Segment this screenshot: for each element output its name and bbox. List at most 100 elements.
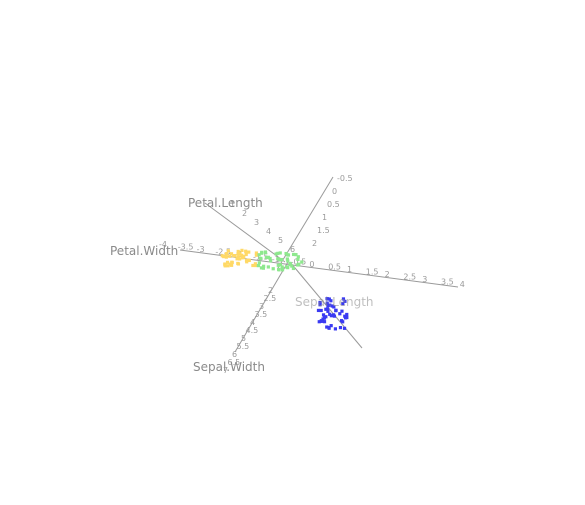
tick-label: 0.5 — [328, 263, 341, 272]
tick-label: -0.5 — [337, 174, 353, 183]
data-point — [343, 314, 347, 318]
data-point — [326, 307, 330, 311]
data-point — [240, 253, 244, 257]
data-point — [326, 309, 330, 313]
tick-label: 3.5 — [441, 278, 454, 287]
tick-label: 2.5 — [403, 273, 416, 282]
data-point — [343, 299, 347, 303]
data-point — [296, 263, 300, 267]
data-point — [325, 301, 329, 305]
tick-label: 4.5 — [246, 326, 259, 335]
data-point — [278, 251, 282, 255]
tick-label: 1 — [347, 265, 352, 274]
tick-label: 0 — [309, 260, 314, 269]
tick-label: 4 — [266, 227, 271, 236]
axis-title-petal-length: Petal.Length — [188, 196, 263, 210]
data-point — [326, 303, 330, 308]
data-point — [271, 267, 275, 271]
data-point — [274, 252, 278, 256]
tick-label: 2 — [385, 270, 390, 279]
data-point — [220, 254, 224, 258]
data-point — [257, 261, 261, 265]
data-point — [329, 314, 333, 318]
tick-label: 1.5 — [366, 268, 379, 277]
data-point — [260, 251, 264, 255]
data-point — [228, 254, 232, 258]
tick-label: 6.5 — [228, 358, 241, 367]
data-point — [251, 263, 255, 268]
data-point — [226, 249, 230, 253]
tick-label: 2 — [242, 209, 247, 218]
data-point — [276, 263, 280, 267]
data-point — [322, 320, 327, 324]
data-point — [258, 257, 262, 261]
tick-label: 3 — [259, 302, 264, 311]
data-point — [332, 305, 336, 309]
tick-label: 1 — [230, 200, 235, 209]
data-point — [338, 325, 343, 330]
tick-label: -3.5 — [178, 243, 194, 252]
data-point — [288, 261, 292, 266]
data-point — [345, 312, 349, 317]
data-point — [296, 257, 300, 262]
axis-line-sepal-width — [234, 261, 289, 353]
tick-label: 2 — [312, 239, 317, 248]
tick-label: 3 — [254, 218, 259, 227]
data-point — [327, 297, 331, 301]
data-point — [291, 252, 296, 257]
data-point — [266, 255, 270, 259]
data-point — [245, 260, 249, 264]
data-point — [236, 249, 240, 254]
tick-label: 5 — [278, 236, 283, 245]
data-point — [276, 251, 280, 255]
axis-title-petal-width: Petal.Width — [110, 244, 178, 258]
data-point — [264, 255, 268, 260]
data-point — [318, 303, 322, 307]
data-point — [291, 266, 296, 271]
data-point — [224, 255, 228, 259]
data-point — [285, 257, 289, 261]
data-point — [262, 264, 266, 268]
data-point — [256, 264, 260, 268]
tick-label: 3.5 — [255, 310, 268, 319]
data-point — [238, 257, 242, 261]
data-point — [296, 255, 300, 259]
tick-label: 6 — [232, 350, 237, 359]
data-point — [325, 325, 329, 329]
tick-label: -3 — [197, 245, 205, 254]
tick-label: 1.5 — [317, 226, 330, 235]
tick-label: -0.5 — [291, 258, 307, 267]
data-point — [230, 260, 234, 264]
tick-label: 5.5 — [237, 342, 250, 351]
tick-label: 1 — [322, 213, 327, 222]
data-point — [328, 312, 332, 316]
data-point — [244, 250, 248, 255]
data-point — [318, 300, 322, 305]
tick-label: -1 — [272, 255, 280, 264]
axis-line-petal-length — [204, 202, 286, 263]
data-point — [290, 264, 294, 268]
data-point — [261, 266, 266, 270]
data-point — [263, 250, 268, 254]
data-point — [334, 308, 338, 312]
data-point — [345, 315, 349, 320]
data-point — [327, 325, 331, 330]
data-point — [247, 258, 251, 262]
data-point — [277, 268, 281, 272]
data-point — [341, 320, 345, 324]
data-point — [259, 266, 264, 270]
tick-label: 0 — [332, 187, 337, 196]
points-layer — [220, 248, 349, 331]
data-point — [229, 252, 234, 256]
data-point — [247, 250, 251, 254]
data-point — [340, 309, 344, 313]
data-point — [240, 248, 244, 252]
data-point — [225, 260, 230, 264]
data-point — [286, 253, 291, 257]
data-point — [257, 253, 261, 257]
data-point — [236, 262, 241, 266]
data-point — [341, 297, 346, 301]
data-point — [329, 324, 333, 328]
tick-label: -4 — [159, 240, 167, 249]
